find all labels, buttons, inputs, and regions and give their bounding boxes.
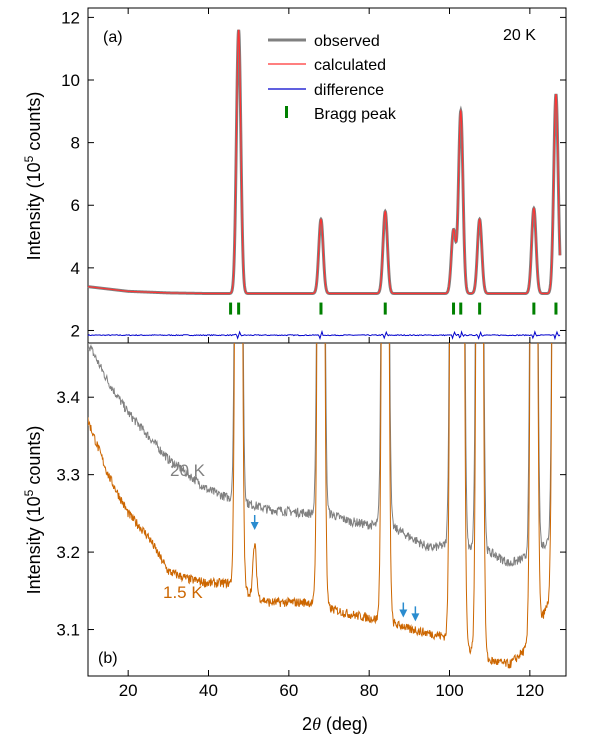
series-1-5k-line xyxy=(88,343,553,669)
bragg-peak-tick xyxy=(229,302,233,315)
calculated-line xyxy=(87,29,561,295)
panel-b-ytick-label: 3.1 xyxy=(56,621,80,640)
panel-b-ytick-label: 3.3 xyxy=(56,466,80,485)
panel-b-plot xyxy=(88,343,553,669)
panel-b-xtick-label: 60 xyxy=(279,681,298,700)
panel-b-label: (b) xyxy=(98,650,118,667)
panel-b-ytick-label: 3.2 xyxy=(56,543,80,562)
panel-a-axes: 2 4 6 8 10 12 xyxy=(61,8,566,343)
bragg-peak-tick xyxy=(452,302,456,315)
legend-label-difference: difference xyxy=(314,82,384,99)
legend-label-bragg: Bragg peak xyxy=(314,106,397,123)
panel-a-ytick-label: 2 xyxy=(71,321,80,340)
panel-b-frame xyxy=(87,342,567,677)
panel-b-xtick-label: 100 xyxy=(435,681,463,700)
bragg-peak-tick xyxy=(459,302,463,315)
bragg-peak-tick xyxy=(383,302,387,315)
panel-b-axes: 3.1 3.2 3.3 3.4 20 40 60 80 100 120 xyxy=(56,388,566,700)
panel-a-ytick-label: 8 xyxy=(71,134,80,153)
panel-b-ytick-label: 3.4 xyxy=(56,388,80,407)
panel-a-ytick-label: 10 xyxy=(61,71,80,90)
legend-label-observed: observed xyxy=(314,33,380,50)
arrow-head xyxy=(399,609,408,618)
bragg-peak-tick xyxy=(319,302,323,315)
panel-b-xtick-label: 20 xyxy=(119,681,138,700)
panel-a-ytick-label: 4 xyxy=(71,259,80,278)
difference-line xyxy=(87,329,561,341)
panel-b-ylabel: Intensity (105 counts) xyxy=(22,426,44,595)
panel-a-ytick-label: 6 xyxy=(71,196,80,215)
temperature-label: 20 K xyxy=(503,27,536,44)
bragg-peak-tick xyxy=(237,302,241,315)
series-label-20k: 20 K xyxy=(170,461,206,480)
bragg-peak-tick xyxy=(478,302,482,315)
legend: observed calculated difference Bragg pea… xyxy=(268,33,397,123)
panel-b-xtick-label: 120 xyxy=(516,681,544,700)
legend-label-calculated: calculated xyxy=(314,57,386,74)
legend-swatch-bragg xyxy=(285,106,288,118)
panel-b-xtick-label: 40 xyxy=(199,681,218,700)
panel-b-xtick-label: 80 xyxy=(360,681,379,700)
x-axis-label: 2θ (deg) xyxy=(302,714,368,734)
panel-a-plot xyxy=(87,29,562,341)
series-label-1-5k: 1.5 K xyxy=(163,583,203,602)
bragg-peak-tick xyxy=(532,302,536,315)
panel-a-ytick-label: 12 xyxy=(61,8,80,27)
series-20k-line xyxy=(88,343,552,567)
panel-a-ylabel: Intensity (105 counts) xyxy=(22,92,44,261)
arrow-head xyxy=(250,521,259,530)
panel-a-label: (a) xyxy=(103,29,123,46)
arrow-head xyxy=(411,613,420,622)
bragg-peak-tick xyxy=(554,302,558,315)
